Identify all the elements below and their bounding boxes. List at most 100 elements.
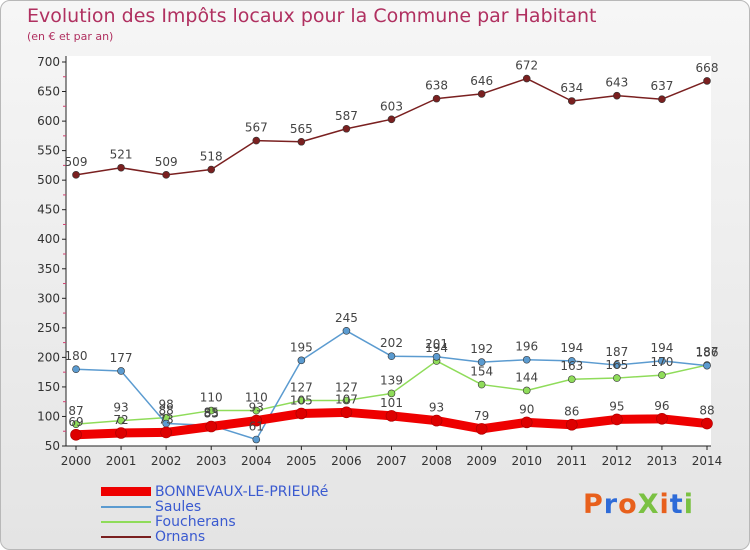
- x-tick-label: 2002: [151, 454, 182, 468]
- data-label: 88: [159, 404, 174, 418]
- logo-letter: i: [659, 489, 670, 520]
- data-label: 518: [200, 150, 223, 164]
- data-point: [250, 414, 263, 427]
- data-point: [70, 428, 82, 441]
- data-point: [701, 417, 713, 430]
- data-point: [342, 124, 351, 133]
- legend-swatch: [101, 520, 151, 523]
- data-point: [613, 91, 621, 100]
- data-point: [387, 352, 396, 361]
- data-label: 603: [380, 99, 403, 113]
- data-label: 634: [560, 81, 583, 95]
- data-label: 509: [155, 155, 178, 169]
- data-point: [611, 413, 623, 426]
- data-label: 98: [159, 398, 174, 412]
- x-tick-label: 2013: [647, 454, 678, 468]
- data-label: 69: [68, 415, 83, 429]
- data-point: [567, 375, 576, 384]
- data-point: [207, 406, 216, 415]
- data-label: 587: [335, 109, 358, 123]
- data-label: 144: [515, 370, 538, 384]
- logo-letter: X: [637, 489, 660, 520]
- logo-letter: o: [618, 489, 638, 520]
- data-point: [117, 416, 125, 425]
- data-label: 90: [519, 402, 534, 416]
- data-label: 192: [470, 342, 493, 356]
- data-point: [432, 94, 441, 103]
- data-label: 643: [605, 76, 628, 90]
- data-label: 163: [560, 359, 583, 373]
- data-label: 93: [429, 401, 444, 415]
- data-point: [205, 420, 218, 433]
- data-point: [567, 97, 576, 105]
- data-point: [613, 374, 621, 382]
- y-tick-label: 150: [37, 380, 60, 394]
- data-point: [207, 165, 216, 174]
- logo-letter: t: [669, 489, 684, 520]
- data-label: 93: [113, 401, 128, 415]
- data-label: 170: [650, 355, 673, 369]
- data-label: 187: [696, 345, 719, 359]
- legend-label: Foucherans: [155, 513, 236, 530]
- y-tick-label: 550: [37, 144, 60, 158]
- data-label: 509: [65, 155, 88, 169]
- legend-swatch: [101, 487, 151, 496]
- x-tick-label: 2014: [692, 454, 723, 468]
- x-tick-label: 2008: [421, 454, 452, 468]
- legend-item: Foucherans: [101, 513, 328, 530]
- data-label: 177: [110, 351, 133, 365]
- plot-area: [66, 56, 711, 446]
- x-tick-label: 2006: [331, 454, 362, 468]
- data-point: [387, 389, 396, 398]
- data-point: [117, 367, 125, 375]
- y-tick-label: 650: [37, 85, 60, 99]
- y-tick-label: 350: [37, 262, 60, 276]
- data-point: [72, 171, 80, 179]
- data-point: [342, 326, 351, 335]
- data-label: 127: [335, 381, 358, 395]
- data-label: 646: [470, 74, 493, 88]
- data-label: 85: [204, 405, 219, 419]
- data-point: [475, 423, 488, 435]
- y-tick-label: 600: [37, 114, 60, 128]
- data-point: [658, 95, 666, 104]
- y-tick-label: 200: [37, 350, 60, 364]
- legend-item: Ornans: [101, 528, 328, 545]
- data-label: 201: [425, 337, 448, 351]
- data-point: [252, 406, 261, 415]
- y-tick-label: 50: [45, 439, 60, 453]
- legend-label: BONNEVAUX-LE-PRIEURé: [155, 483, 329, 500]
- data-point: [703, 361, 711, 370]
- logo-letter: i: [683, 489, 694, 520]
- data-label: 187: [605, 345, 628, 359]
- data-label: 110: [245, 391, 268, 405]
- data-point: [297, 356, 306, 365]
- x-tick-label: 2001: [106, 454, 137, 468]
- data-point: [252, 136, 261, 145]
- chart-title: Evolution des Impôts locaux pour la Comm…: [27, 5, 597, 27]
- data-point: [520, 416, 533, 429]
- data-label: 88: [699, 404, 714, 418]
- data-label: 110: [200, 391, 223, 405]
- legend-swatch: [101, 505, 151, 508]
- legend-label: Saules: [155, 498, 202, 515]
- data-point: [297, 396, 306, 405]
- x-tick-label: 2009: [466, 454, 497, 468]
- proxiti-logo: ProXiti: [583, 489, 694, 520]
- y-tick-label: 100: [37, 409, 60, 423]
- data-label: 245: [335, 311, 358, 325]
- data-label: 127: [290, 381, 313, 395]
- data-label: 105: [290, 394, 313, 408]
- line-chart: 50 100 150 200 250 300 350 400 450 500 550 600 650 70…: [37, 55, 723, 468]
- data-label: 95: [609, 399, 624, 413]
- legend: BONNEVAUX-LE-PRIEURé Saules Foucherans Orna…: [101, 483, 329, 545]
- x-tick-label: 2007: [376, 454, 407, 468]
- data-label: 194: [560, 341, 583, 355]
- y-tick-label: 250: [37, 321, 60, 335]
- x-tick-label: 2004: [241, 454, 272, 468]
- data-point: [115, 427, 127, 439]
- data-point: [658, 357, 666, 365]
- data-point: [567, 357, 576, 365]
- legend-label: Ornans: [155, 528, 206, 545]
- data-label: 194: [425, 341, 448, 355]
